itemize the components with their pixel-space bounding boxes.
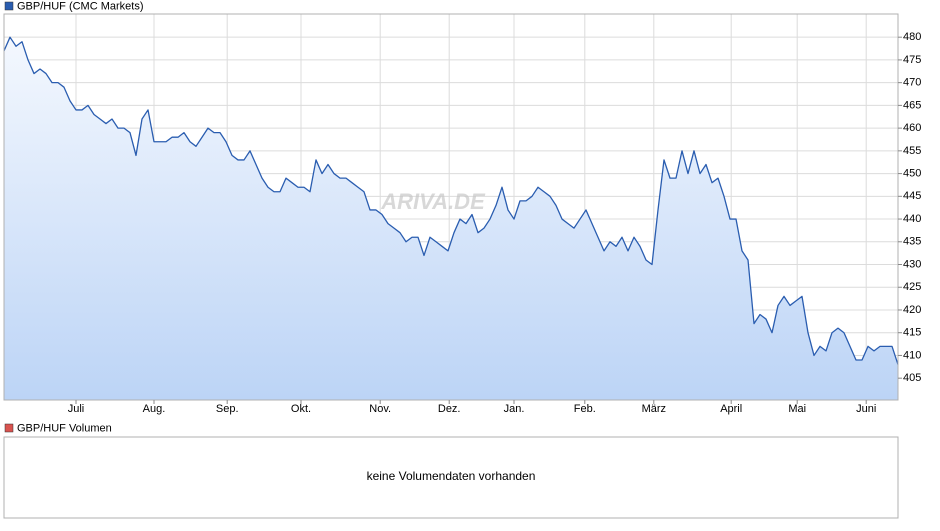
y-tick-label: 470 <box>903 77 921 89</box>
y-tick-label: 455 <box>903 145 921 157</box>
area-layer <box>4 37 898 400</box>
volume-panel <box>3 436 899 519</box>
volume-legend-swatch <box>4 423 14 433</box>
x-tick-label: Aug. <box>143 403 166 415</box>
x-tick-label: April <box>720 403 742 415</box>
volume-legend-label: GBP/HUF Volumen <box>17 422 112 434</box>
y-tick-label: 450 <box>903 167 921 179</box>
area <box>4 37 898 400</box>
x-tick-label: Jan. <box>504 403 525 415</box>
x-tick-label: März <box>642 403 666 415</box>
x-tick-label: Okt. <box>291 403 311 415</box>
x-tick-label: Mai <box>788 403 806 415</box>
line-layer <box>3 36 899 365</box>
y-tick-label: 405 <box>903 372 921 384</box>
x-tick-label: Dez. <box>438 403 461 415</box>
x-tick-label: Sep. <box>216 403 239 415</box>
x-tick-label: Feb. <box>574 403 596 415</box>
legend-swatch <box>4 1 14 11</box>
y-tick-label: 430 <box>903 258 921 270</box>
y-tick-label: 460 <box>903 122 921 134</box>
price-line <box>3 36 899 365</box>
y-tick-label: 445 <box>903 190 921 202</box>
plot-border <box>3 13 899 401</box>
y-tick-label: 465 <box>903 99 921 111</box>
y-tick-label: 435 <box>903 236 921 248</box>
y-tick-label: 425 <box>903 281 921 293</box>
x-tick-label: Juni <box>856 403 876 415</box>
y-tick-label: 415 <box>903 327 921 339</box>
y-tick-label: 475 <box>903 54 921 66</box>
volume-message: keine Volumendaten vorhanden <box>367 469 536 483</box>
y-tick-label: 410 <box>903 349 921 361</box>
x-tick-label: Nov. <box>369 403 391 415</box>
x-tick-label: Juli <box>68 403 85 415</box>
y-tick-label: 420 <box>903 304 921 316</box>
y-tick-label: 440 <box>903 213 921 225</box>
legend-label: GBP/HUF (CMC Markets) <box>17 0 144 12</box>
y-tick-label: 480 <box>903 31 921 43</box>
watermark: ARIVA.DE <box>380 189 486 214</box>
